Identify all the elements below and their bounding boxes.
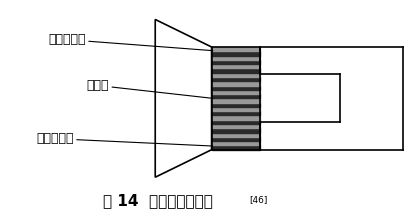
- Bar: [212, 133, 260, 137]
- Text: 冷端换热器: 冷端换热器: [49, 33, 213, 51]
- Bar: [212, 115, 260, 120]
- Bar: [212, 145, 260, 150]
- Text: 图 14  热声制冷机模型: 图 14 热声制冷机模型: [103, 193, 212, 208]
- Text: [46]: [46]: [249, 195, 267, 204]
- Bar: [212, 94, 260, 98]
- Bar: [212, 55, 260, 60]
- Bar: [212, 51, 260, 55]
- Bar: [212, 107, 260, 111]
- Bar: [212, 47, 260, 51]
- Bar: [212, 124, 260, 128]
- Bar: [212, 60, 260, 64]
- Bar: [212, 128, 260, 133]
- Bar: [212, 141, 260, 145]
- Bar: [212, 73, 260, 77]
- Bar: [212, 90, 260, 94]
- Bar: [212, 103, 260, 107]
- Bar: [212, 86, 260, 90]
- Bar: [212, 137, 260, 141]
- Bar: [212, 68, 260, 73]
- Bar: [212, 111, 260, 115]
- Bar: [212, 81, 260, 86]
- Bar: [212, 120, 260, 124]
- Bar: [212, 47, 260, 150]
- Text: 热端换热器: 热端换热器: [37, 132, 213, 146]
- Bar: [212, 64, 260, 68]
- Text: 回热器: 回热器: [87, 79, 213, 98]
- Bar: [212, 77, 260, 81]
- Bar: [212, 98, 260, 103]
